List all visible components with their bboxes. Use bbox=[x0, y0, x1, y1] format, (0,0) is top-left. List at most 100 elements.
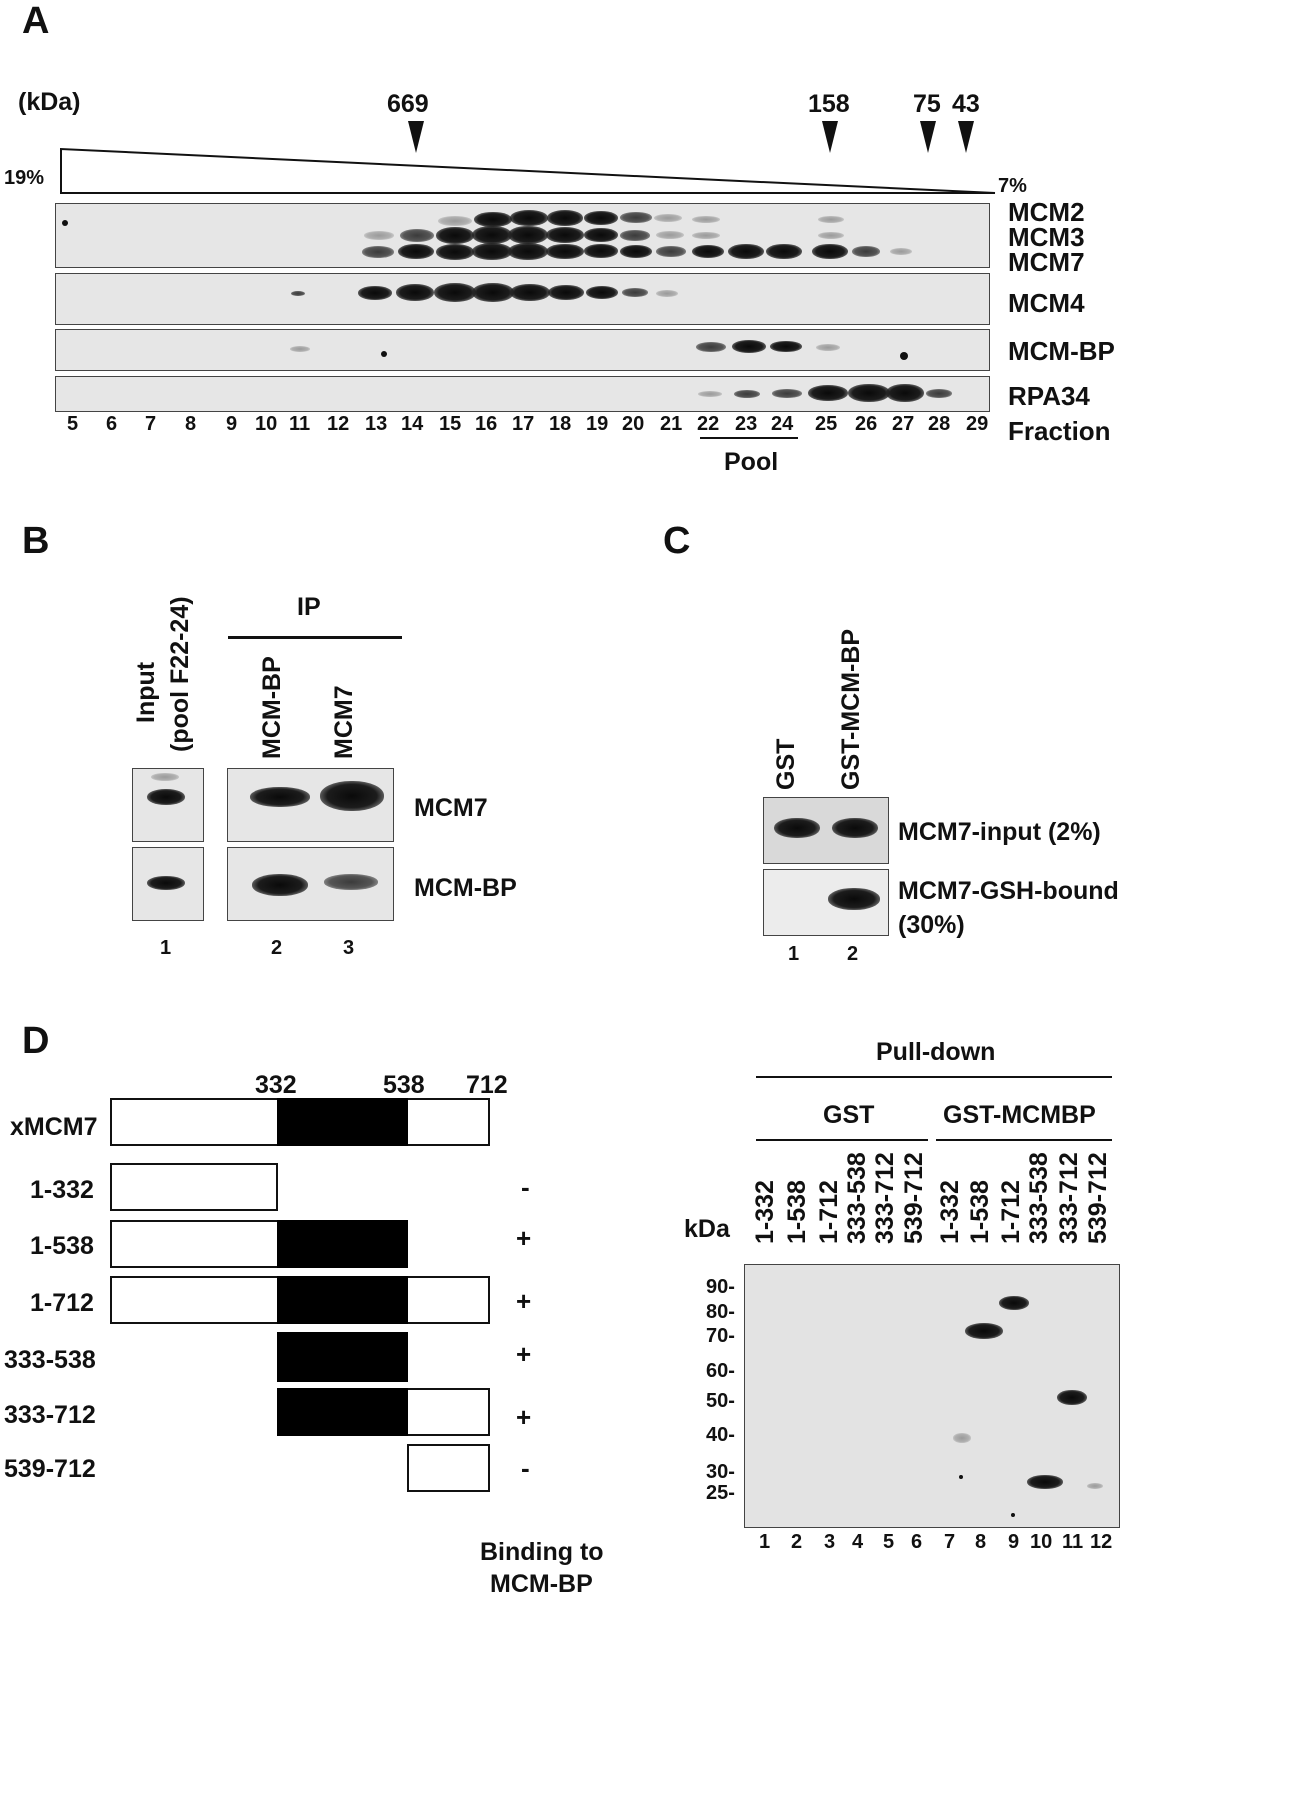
band-lane12-faint bbox=[1087, 1483, 1103, 1489]
band-lane7-faint bbox=[953, 1433, 971, 1443]
ip-bracket bbox=[228, 636, 402, 639]
band-mcm4-f20 bbox=[622, 288, 648, 297]
lane-d-1: 1 bbox=[759, 1531, 771, 1553]
marker-43: 43 bbox=[952, 90, 980, 118]
band-mcm3-f19 bbox=[584, 228, 618, 242]
fraction-6: 6 bbox=[106, 413, 118, 435]
mw-25: 25- bbox=[706, 1482, 735, 1504]
gst-bracket bbox=[756, 1139, 928, 1141]
band-mcm7-f13 bbox=[362, 246, 394, 258]
band-mcm7-f17 bbox=[508, 243, 548, 260]
binding-539-712: - bbox=[521, 1453, 530, 1483]
fraction-17: 17 bbox=[512, 413, 535, 435]
position-712: 712 bbox=[466, 1071, 508, 1099]
panel-a-letter: A bbox=[22, 0, 50, 42]
mw-30: 30- bbox=[706, 1461, 735, 1483]
lane-d-6: 6 bbox=[911, 1531, 923, 1553]
band-mcm4-f17 bbox=[510, 284, 550, 301]
band-input-mcm7-upper bbox=[151, 773, 179, 781]
band-rpa34-f26 bbox=[848, 384, 890, 402]
lane-b-2: 2 bbox=[271, 937, 283, 959]
band-mcm4-f19 bbox=[586, 286, 618, 299]
band-input-mcm7 bbox=[147, 789, 185, 805]
fraction-27: 27 bbox=[892, 413, 915, 435]
blot-c-input bbox=[763, 797, 889, 864]
lane-gst-label: GST bbox=[772, 738, 800, 790]
lane-construct-12: 539-712 bbox=[1084, 1152, 1112, 1244]
band-mcm2-f18 bbox=[547, 210, 583, 226]
fraction-8: 8 bbox=[185, 413, 197, 435]
lane-construct-3: 1-712 bbox=[815, 1180, 843, 1244]
band-rpa34-f27 bbox=[886, 384, 924, 402]
band-mcm3-f16 bbox=[472, 226, 512, 244]
lane-d-7: 7 bbox=[944, 1531, 956, 1553]
band-mcm2-f20 bbox=[620, 212, 652, 223]
pool-bracket bbox=[700, 437, 798, 439]
band-mcm7-f26 bbox=[852, 246, 880, 257]
construct-1-538-domain bbox=[277, 1220, 408, 1268]
lane-d-8: 8 bbox=[975, 1531, 987, 1553]
band-mcm2-f16 bbox=[474, 212, 512, 227]
gst-mcmbp-group-label: GST-MCMBP bbox=[943, 1101, 1096, 1129]
lane-d-5: 5 bbox=[883, 1531, 895, 1553]
band-mcm4-f14 bbox=[396, 284, 434, 301]
band-mcm7-f15 bbox=[436, 244, 474, 260]
band-ip-mcmbp-mcm7 bbox=[250, 787, 310, 807]
band-mcm2-f22 bbox=[692, 216, 720, 223]
label-mcm3: MCM3 bbox=[1008, 222, 1085, 252]
mw-80: 80- bbox=[706, 1301, 735, 1323]
lane-construct-5: 333-712 bbox=[871, 1152, 899, 1244]
band-mcm3-f22 bbox=[692, 232, 720, 239]
fraction-13: 13 bbox=[365, 413, 388, 435]
fraction-12: 12 bbox=[327, 413, 350, 435]
band-c-gst-input bbox=[774, 818, 820, 838]
band-mcm4-f15 bbox=[434, 283, 476, 302]
lane-d-9: 9 bbox=[1008, 1531, 1020, 1553]
marker-75: 75 bbox=[913, 90, 941, 118]
fraction-5: 5 bbox=[67, 413, 79, 435]
construct-1-538-label: 1-538 bbox=[30, 1232, 94, 1260]
lane-mcm-bp-label: MCM-BP bbox=[258, 656, 286, 759]
input-label: Input bbox=[132, 661, 160, 723]
blot-mcm-2-3-7 bbox=[55, 203, 990, 268]
construct-1-332-bar bbox=[110, 1163, 278, 1211]
input-pool-label: (pool F22-24) bbox=[166, 596, 194, 752]
mw-90: 90- bbox=[706, 1276, 735, 1298]
fraction-18: 18 bbox=[549, 413, 572, 435]
blot-d-pulldown bbox=[744, 1264, 1120, 1528]
construct-333-712-domain bbox=[277, 1388, 408, 1436]
marker-75-arrow bbox=[920, 121, 936, 153]
band-mcm7-f25 bbox=[812, 244, 848, 259]
fraction-23: 23 bbox=[735, 413, 758, 435]
band-mcmbp-f11 bbox=[290, 346, 310, 352]
fraction-28: 28 bbox=[928, 413, 951, 435]
lane-construct-11: 333-712 bbox=[1055, 1152, 1083, 1244]
fraction-25: 25 bbox=[815, 413, 838, 435]
row-label-mcm7-bound: MCM7-GSH-bound bbox=[898, 877, 1119, 905]
fraction-22: 22 bbox=[697, 413, 720, 435]
fraction-26: 26 bbox=[855, 413, 878, 435]
band-lane11-333-712 bbox=[1057, 1390, 1087, 1405]
band-mcm2-f25 bbox=[818, 216, 844, 223]
gst-group-label: GST bbox=[823, 1101, 875, 1129]
blot-b-ip-mcm7 bbox=[227, 768, 394, 842]
band-ip-mcm7-mcmbp bbox=[324, 874, 378, 890]
blot-mcm4 bbox=[55, 273, 990, 325]
marker-669-arrow bbox=[408, 121, 424, 153]
panel-b-letter: B bbox=[22, 520, 50, 562]
band-lane8-1-538 bbox=[965, 1323, 1003, 1339]
lane-mcm7-label: MCM7 bbox=[330, 685, 358, 759]
blot-speck bbox=[381, 351, 387, 357]
row-label-mcm7-input: MCM7-input (2%) bbox=[898, 818, 1101, 846]
band-mcm7-f20 bbox=[620, 245, 652, 258]
fraction-29: 29 bbox=[966, 413, 989, 435]
band-mcm2-f21 bbox=[654, 214, 682, 222]
lane-construct-6: 539-712 bbox=[900, 1152, 928, 1244]
band-mcm7-f23 bbox=[728, 244, 764, 259]
marker-158-arrow bbox=[822, 121, 838, 153]
lane-c-2: 2 bbox=[847, 943, 859, 965]
band-lane9-1-712 bbox=[999, 1296, 1029, 1310]
band-lane10-333-538 bbox=[1027, 1475, 1063, 1489]
fraction-24: 24 bbox=[771, 413, 794, 435]
construct-1-712-label: 1-712 bbox=[30, 1289, 94, 1317]
